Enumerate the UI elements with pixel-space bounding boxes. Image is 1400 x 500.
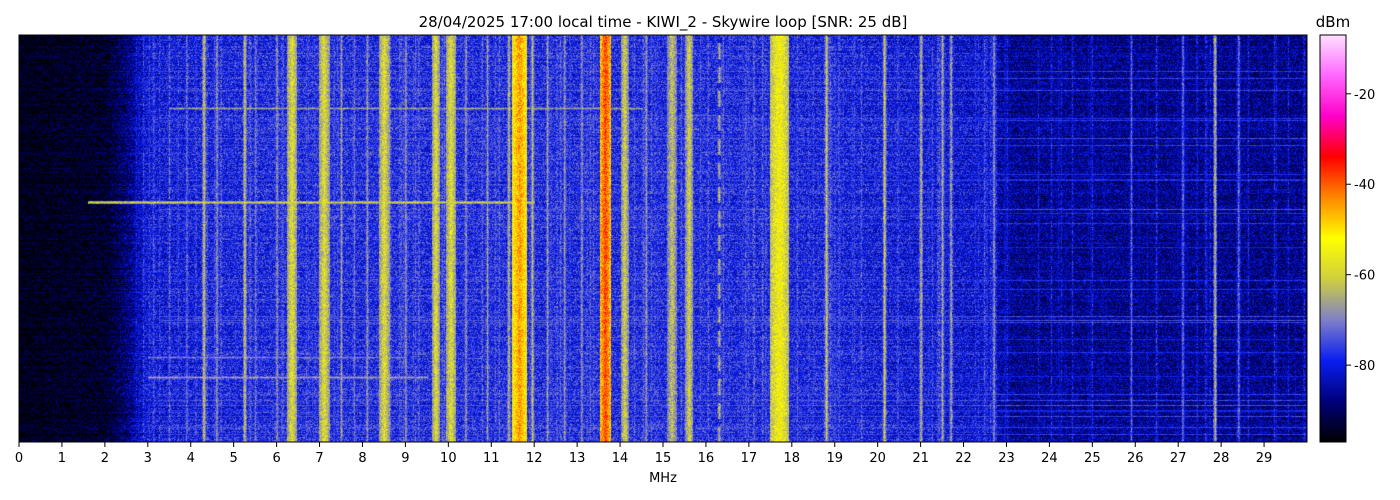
x-tick-label: 13	[569, 451, 586, 466]
x-tick-label: 24	[1041, 451, 1058, 466]
x-tick-label: 23	[998, 451, 1015, 466]
x-tick-label: 25	[1084, 451, 1101, 466]
colorbar-label: dBm	[1316, 13, 1350, 31]
x-tick-label: 0	[15, 451, 23, 466]
x-tick-label: 18	[784, 451, 801, 466]
x-tick-label: 12	[526, 451, 543, 466]
x-tick-label: 22	[955, 451, 972, 466]
x-axis: 0 1 2 3 4 5 6 7 8 9 10 11 12 13 14 15 16 17 18 19 20 21 22 23 24…	[15, 442, 1272, 466]
x-tick-label: 26	[1127, 451, 1144, 466]
x-tick-label: 17	[741, 451, 758, 466]
colorbar-tick-label: -60	[1354, 269, 1375, 284]
x-tick-label: 11	[483, 451, 500, 466]
chart-title: 28/04/2025 17:00 local time - KIWI_2 - S…	[419, 13, 908, 32]
x-tick-label: 8	[358, 451, 366, 466]
x-tick-label: 27	[1170, 451, 1187, 466]
x-tick-label: 3	[144, 451, 152, 466]
x-tick-label: 10	[440, 451, 457, 466]
x-tick-label: 20	[869, 451, 886, 466]
x-axis-label: MHz	[649, 471, 677, 486]
x-tick-label: 29	[1256, 451, 1273, 466]
x-tick-label: 16	[698, 451, 715, 466]
x-tick-label: 7	[315, 451, 323, 466]
colorbar-tick-label: -40	[1354, 178, 1375, 193]
colorbar-tick-label: -80	[1354, 359, 1375, 374]
x-tick-label: 9	[401, 451, 409, 466]
x-tick-label: 19	[826, 451, 843, 466]
colorbar	[1319, 34, 1347, 443]
colorbar-tick-label: -20	[1354, 88, 1375, 103]
colorbar-axis: -20 -40 -60 -80	[1346, 88, 1375, 374]
x-tick-label: 15	[655, 451, 672, 466]
x-tick-label: 2	[101, 451, 109, 466]
x-tick-label: 4	[187, 451, 195, 466]
x-tick-label: 14	[612, 451, 629, 466]
x-tick-label: 28	[1213, 451, 1230, 466]
x-tick-label: 5	[230, 451, 238, 466]
x-tick-label: 6	[272, 451, 280, 466]
x-tick-label: 1	[58, 451, 66, 466]
spectrogram-plot	[19, 35, 1307, 442]
x-tick-label: 21	[912, 451, 929, 466]
